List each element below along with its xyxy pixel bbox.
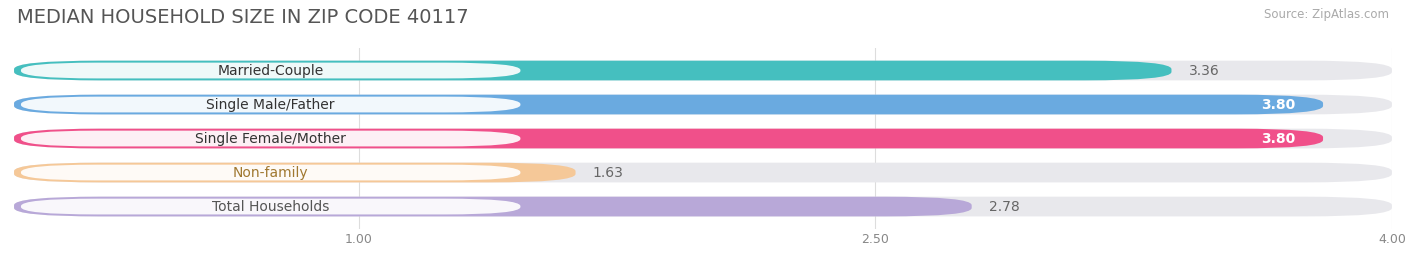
Text: 1.63: 1.63 (593, 165, 624, 179)
Text: Total Households: Total Households (212, 200, 329, 214)
FancyBboxPatch shape (21, 97, 520, 112)
FancyBboxPatch shape (14, 163, 1392, 182)
Text: 3.80: 3.80 (1261, 132, 1295, 146)
FancyBboxPatch shape (21, 165, 520, 180)
Text: 2.78: 2.78 (988, 200, 1019, 214)
FancyBboxPatch shape (14, 197, 972, 216)
Text: Married-Couple: Married-Couple (218, 63, 323, 77)
FancyBboxPatch shape (21, 199, 520, 214)
FancyBboxPatch shape (14, 129, 1323, 148)
Text: 3.36: 3.36 (1188, 63, 1219, 77)
Text: Single Female/Mother: Single Female/Mother (195, 132, 346, 146)
FancyBboxPatch shape (14, 95, 1323, 114)
Text: MEDIAN HOUSEHOLD SIZE IN ZIP CODE 40117: MEDIAN HOUSEHOLD SIZE IN ZIP CODE 40117 (17, 8, 468, 27)
Text: Source: ZipAtlas.com: Source: ZipAtlas.com (1264, 8, 1389, 21)
FancyBboxPatch shape (14, 61, 1171, 80)
FancyBboxPatch shape (14, 197, 1392, 216)
FancyBboxPatch shape (21, 63, 520, 78)
FancyBboxPatch shape (21, 131, 520, 146)
Text: Single Male/Father: Single Male/Father (207, 98, 335, 112)
Text: 3.80: 3.80 (1261, 98, 1295, 112)
Text: Non-family: Non-family (233, 165, 308, 179)
FancyBboxPatch shape (14, 95, 1392, 114)
FancyBboxPatch shape (14, 163, 575, 182)
FancyBboxPatch shape (14, 61, 1392, 80)
FancyBboxPatch shape (14, 129, 1392, 148)
